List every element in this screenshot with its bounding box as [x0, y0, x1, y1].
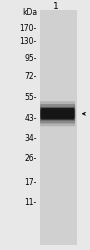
Text: 26-: 26- [24, 154, 37, 163]
Text: 72-: 72- [24, 72, 37, 81]
FancyBboxPatch shape [40, 104, 75, 124]
FancyBboxPatch shape [40, 101, 75, 126]
FancyBboxPatch shape [40, 107, 75, 121]
Text: 34-: 34- [24, 134, 37, 143]
FancyBboxPatch shape [40, 109, 75, 118]
Text: 11-: 11- [25, 198, 37, 207]
Text: 17-: 17- [24, 178, 37, 187]
Text: kDa: kDa [22, 8, 37, 17]
Bar [40, 10, 76, 245]
Text: 43-: 43- [24, 114, 37, 123]
Text: 130-: 130- [20, 37, 37, 46]
Text: 95-: 95- [24, 54, 37, 63]
Text: 55-: 55- [24, 93, 37, 102]
Text: 170-: 170- [20, 24, 37, 33]
Text: 1: 1 [53, 2, 59, 11]
FancyBboxPatch shape [41, 108, 74, 120]
